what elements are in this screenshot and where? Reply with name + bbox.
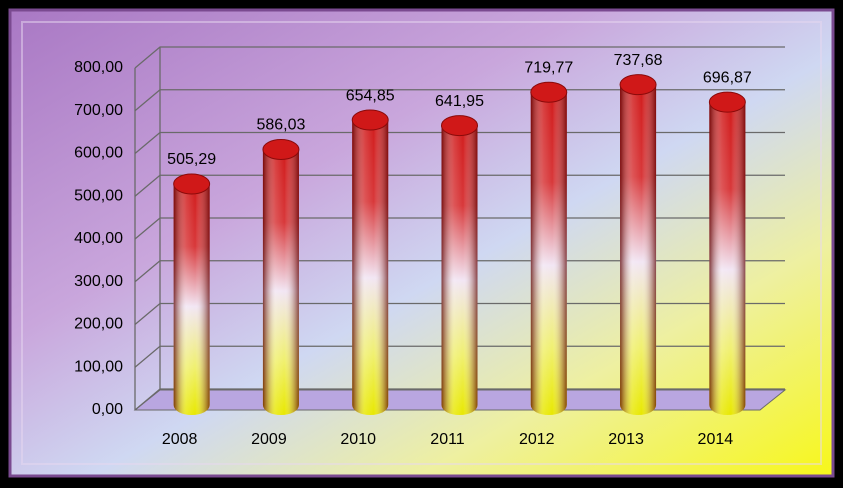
grid-line — [134, 388, 785, 411]
y-tick-label: 0,00 — [92, 401, 123, 418]
grid-line — [134, 302, 785, 325]
y-tick-label: 600,00 — [74, 145, 123, 162]
value-label: 586,03 — [256, 117, 305, 134]
bar-top — [530, 81, 568, 103]
y-tick-label: 200,00 — [74, 316, 123, 333]
value-label: 654,85 — [346, 87, 395, 104]
x-tick-label: 2009 — [251, 431, 287, 448]
value-label: 719,77 — [524, 60, 573, 77]
value-label: 505,29 — [167, 151, 216, 168]
value-label: 737,68 — [614, 52, 663, 69]
grid-line — [134, 46, 785, 69]
bar-shade — [352, 110, 389, 415]
bar-shade — [441, 115, 478, 415]
y-tick-label: 700,00 — [74, 102, 123, 119]
bar-top — [262, 138, 300, 160]
grid-line — [134, 131, 785, 154]
grid-line — [134, 217, 785, 240]
grid-line — [134, 89, 785, 112]
x-tick-label: 2008 — [162, 431, 198, 448]
bar-shade — [530, 82, 567, 415]
bar-top — [619, 74, 657, 96]
x-tick-label: 2014 — [698, 431, 734, 448]
bar-shade — [709, 92, 746, 416]
bar-shade — [262, 139, 299, 415]
y-tick-label: 100,00 — [74, 358, 123, 375]
y-tick-label: 500,00 — [74, 187, 123, 204]
x-tick-label: 2013 — [608, 431, 644, 448]
y-tick-label: 800,00 — [74, 59, 123, 76]
value-label: 696,87 — [703, 69, 752, 86]
bar-top — [351, 109, 389, 131]
grid-line — [134, 174, 785, 197]
x-tick-label: 2010 — [340, 431, 376, 448]
bar-top — [708, 91, 746, 113]
y-tick-label: 400,00 — [74, 230, 123, 247]
grid-line — [134, 260, 785, 283]
grid-line — [134, 345, 785, 368]
panel-bevel — [21, 21, 822, 465]
bar-top — [173, 173, 211, 195]
bar-top — [441, 115, 478, 137]
x-tick-label: 2012 — [519, 431, 555, 448]
value-label: 641,95 — [435, 93, 484, 110]
bar-shade — [620, 74, 657, 416]
y-tick-label: 300,00 — [74, 273, 123, 290]
bar-shade — [173, 173, 210, 415]
x-tick-label: 2011 — [430, 431, 465, 448]
